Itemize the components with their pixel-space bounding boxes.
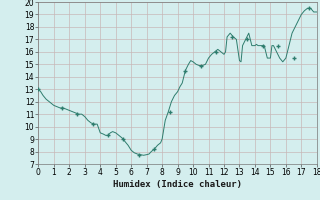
X-axis label: Humidex (Indice chaleur): Humidex (Indice chaleur) [113, 180, 242, 189]
